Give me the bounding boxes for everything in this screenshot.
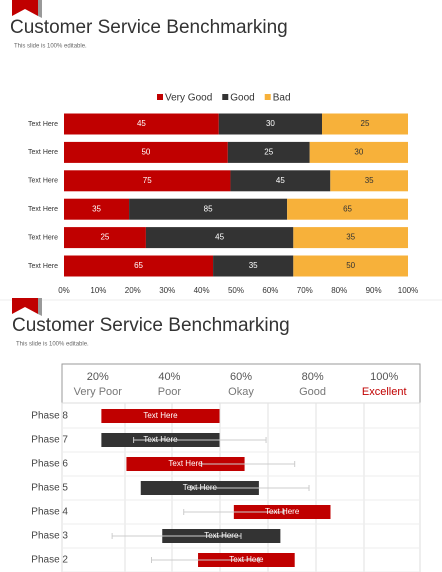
header-rating: Very Poor <box>74 386 123 398</box>
header-scale: 80% <box>302 371 324 383</box>
value-label: 45 <box>276 176 285 185</box>
bar-segment <box>293 255 408 277</box>
value-label: 35 <box>365 176 374 185</box>
range-bar <box>126 457 245 471</box>
bar-label: Text Here <box>229 555 264 564</box>
bar-label: Text Here <box>265 507 300 516</box>
value-label: 30 <box>266 119 275 128</box>
value-label: 45 <box>137 119 146 128</box>
header-scale: 40% <box>158 371 180 383</box>
value-label: 35 <box>92 204 101 213</box>
x-tick-label: 60% <box>262 286 278 295</box>
y-tick-label: Phase 7 <box>31 435 68 446</box>
header-rating: Okay <box>228 386 254 398</box>
bar-segment <box>293 227 408 249</box>
value-label: 75 <box>143 176 152 185</box>
x-tick-label: 100% <box>398 286 418 295</box>
y-tick-label: Phase 6 <box>31 459 68 470</box>
bar-segment <box>309 141 408 163</box>
header-rating: Good <box>299 386 326 398</box>
y-tick-label: Text Here <box>28 178 58 185</box>
flag <box>12 0 38 16</box>
value-label: 50 <box>141 148 150 157</box>
value-label: 25 <box>264 148 273 157</box>
y-tick-label: Text Here <box>28 149 58 156</box>
bar-segment <box>64 113 219 135</box>
bar-label: Text Here <box>143 411 178 420</box>
x-tick-label: 80% <box>331 286 347 295</box>
bar-segment <box>322 113 408 135</box>
value-label: 85 <box>204 204 213 213</box>
legend-swatch <box>222 94 229 100</box>
y-tick-label: Phase 4 <box>31 507 68 518</box>
value-label: 25 <box>361 119 370 128</box>
chart-subtitle: This slide is 100% editable. <box>16 342 89 348</box>
x-tick-label: 30% <box>159 286 175 295</box>
header-scale: 60% <box>230 371 252 383</box>
header-scale: 20% <box>87 371 109 383</box>
bar-segment <box>64 170 231 192</box>
bar-segment <box>213 255 294 277</box>
value-label: 45 <box>215 233 224 242</box>
x-tick-label: 40% <box>194 286 210 295</box>
value-label: 25 <box>100 233 109 242</box>
value-label: 35 <box>346 233 355 242</box>
y-tick-label: Phase 2 <box>31 555 68 566</box>
header-scale: 100% <box>370 371 398 383</box>
bar-segment <box>64 227 146 249</box>
y-tick-label: Phase 3 <box>31 531 68 542</box>
header-rating: Poor <box>158 386 182 398</box>
bar-segment <box>64 198 130 220</box>
y-tick-label: Text Here <box>28 234 58 241</box>
flag-shadow <box>38 0 42 18</box>
bar-label: Text Here <box>143 435 178 444</box>
x-tick-label: 90% <box>366 286 382 295</box>
bar-segment <box>230 170 331 192</box>
flag-shadow <box>38 298 42 316</box>
bar-segment <box>129 198 288 220</box>
legend-swatch <box>264 94 271 100</box>
bar-label: Text Here <box>204 531 239 540</box>
value-label: 35 <box>249 261 258 270</box>
x-tick-label: 70% <box>297 286 313 295</box>
bar-label: Text Here <box>168 459 203 468</box>
bar-segment <box>287 198 408 220</box>
bar-segment <box>64 255 214 277</box>
bar-segment <box>145 227 294 249</box>
bar-segment <box>227 141 310 163</box>
y-tick-label: Phase 8 <box>31 411 68 422</box>
value-label: 65 <box>343 204 352 213</box>
y-tick-label: Phase 5 <box>31 483 68 494</box>
legend-swatch <box>157 94 163 100</box>
y-tick-label: Text Here <box>28 121 58 128</box>
x-tick-label: 20% <box>125 286 141 295</box>
legend-label: Very Good <box>165 93 212 104</box>
y-tick-label: Text Here <box>28 263 58 270</box>
bar-segment <box>64 141 228 163</box>
x-tick-label: 50% <box>228 286 244 295</box>
x-tick-label: 0% <box>58 286 70 295</box>
bar-segment <box>218 113 322 135</box>
value-label: 65 <box>134 261 143 270</box>
range-bar <box>101 409 220 423</box>
chart-title: Customer Service Benchmarking <box>10 17 288 38</box>
chart-title: Customer Service Benchmarking <box>12 315 290 336</box>
flag <box>12 298 38 314</box>
y-tick-label: Text Here <box>28 206 58 213</box>
legend-label: Good <box>230 93 254 104</box>
value-label: 30 <box>354 148 363 157</box>
header-rating: Excellent <box>362 386 407 398</box>
value-label: 50 <box>346 261 355 270</box>
x-tick-label: 10% <box>90 286 106 295</box>
legend-label: Bad <box>273 93 291 104</box>
bar-segment <box>330 170 408 192</box>
chart-subtitle: This slide is 100% editable. <box>14 44 87 50</box>
bar-label: Text Here <box>183 483 218 492</box>
